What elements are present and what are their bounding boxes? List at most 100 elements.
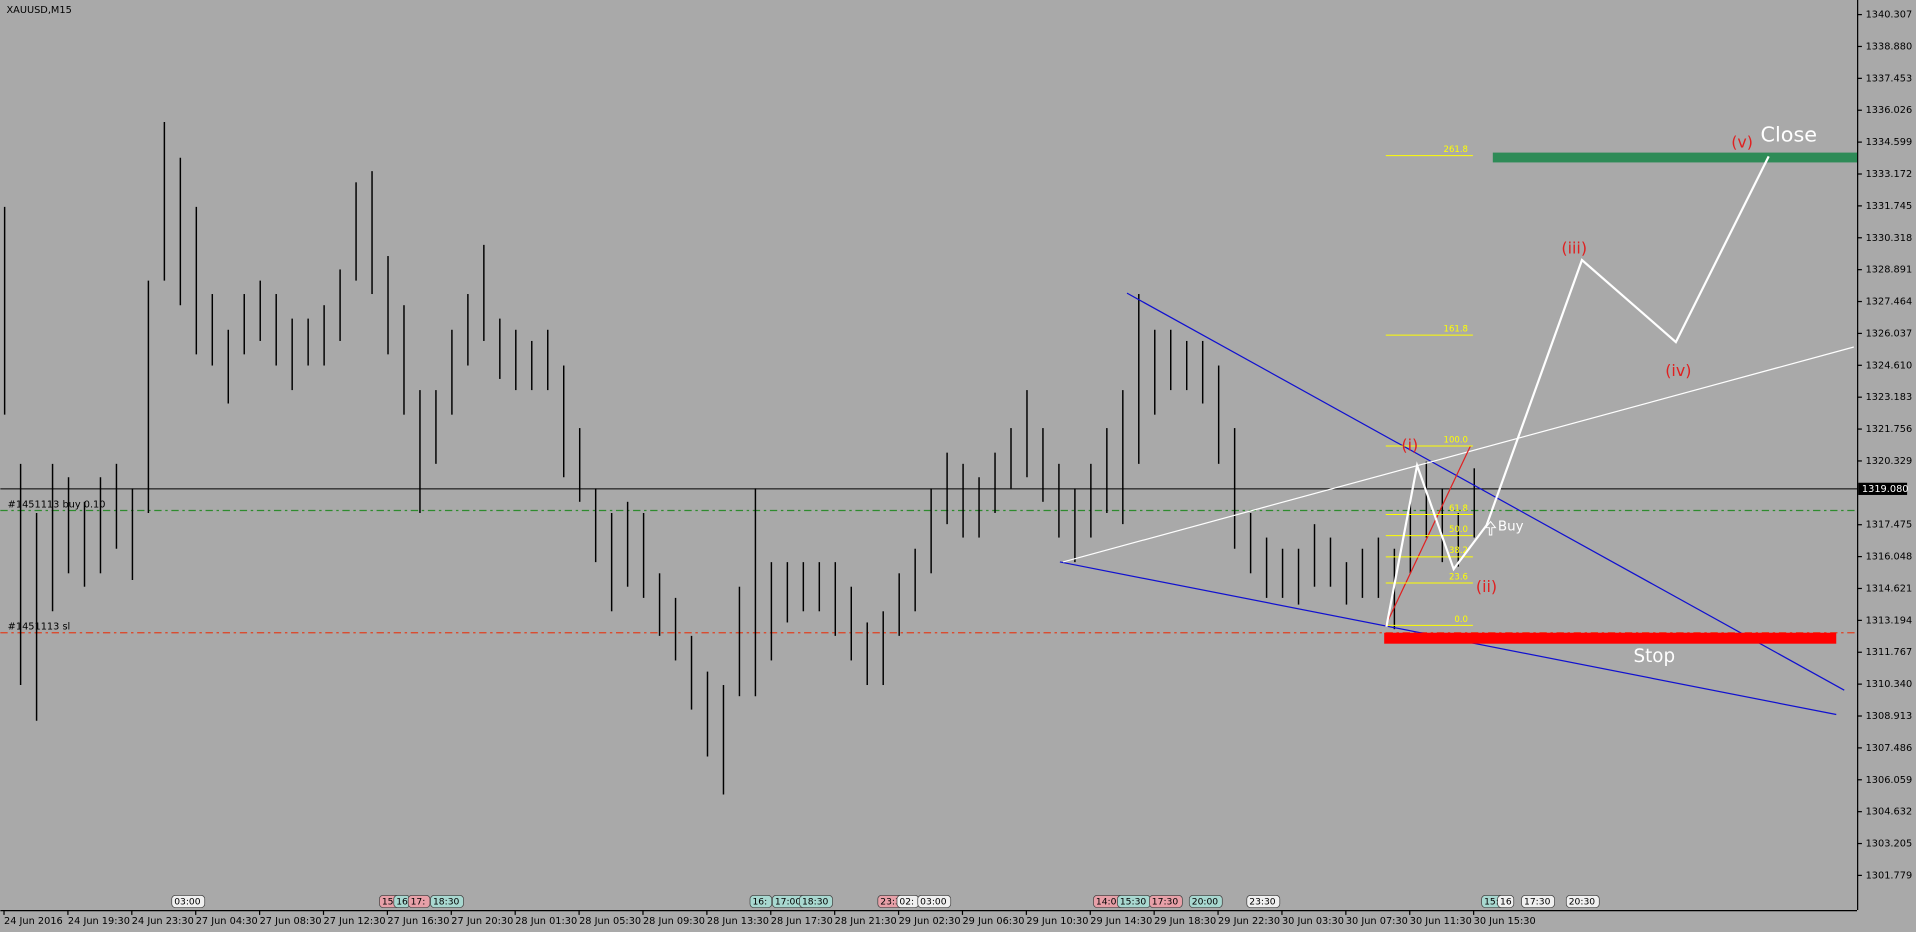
x-tick-label: 29 Jun 10:30 [1026,916,1088,927]
x-tick-label: 27 Jun 16:30 [387,916,449,927]
fibo-label: 0.0 [1454,615,1468,625]
event-box [1149,894,1183,908]
zone [1384,632,1837,644]
x-tick-label: 24 Jun 2016 [4,916,63,927]
chart-title: XAUUSD,M15 [6,5,71,16]
y-tick-label: 1338.880 [1866,41,1913,52]
x-tick-label: 30 Jun 07:30 [1346,916,1408,927]
fibo-label: 50.0 [1449,525,1468,535]
fibo-label: 161.8 [1444,324,1468,334]
x-tick-label: 27 Jun 12:30 [324,916,386,927]
event-box [799,894,833,908]
y-tick-label: 1334.599 [1866,137,1913,148]
event-label: 17:30 [1152,897,1179,908]
y-tick-label: 1340.307 [1866,10,1913,21]
x-tick-label: 28 Jun 17:30 [771,916,833,927]
y-tick-label: 1307.486 [1866,743,1913,754]
event-label: 17:00 [775,897,802,908]
x-tick-label: 27 Jun 20:30 [451,916,513,927]
event-box [171,894,206,908]
wave-label: (iv) [1665,361,1691,380]
order-label: #1451113 buy 0.10 [8,499,106,510]
fibo-label: 23.6 [1449,572,1468,582]
event-box [1521,894,1555,908]
x-tick-label: 27 Jun 04:30 [196,916,258,927]
event-box [407,894,431,908]
y-tick-label: 1323.183 [1866,392,1913,403]
event-box [1497,894,1515,908]
y-tick-label: 1310.340 [1866,679,1913,690]
wave-label: (ii) [1476,577,1497,596]
event-box [1565,894,1600,908]
x-tick-label: 28 Jun 09:30 [643,916,705,927]
event-label: 23:30 [1249,897,1276,908]
stop-label: Stop [1633,646,1675,667]
trendline [1062,346,1854,563]
y-tick-label: 1326.037 [1866,328,1913,339]
event-label: 15:3 [1484,897,1505,908]
y-tick-label: 1320.329 [1866,456,1913,467]
current-price-label: 1319.080 [1862,484,1909,495]
event-label: 16 [396,897,408,908]
current-price-box [1858,482,1908,495]
event-label: 16: [752,897,767,908]
x-tick-label: 29 Jun 02:30 [899,916,961,927]
close-label: Close [1761,122,1818,146]
event-label: 18:30 [433,897,460,908]
event-box [430,894,464,908]
x-tick-label: 30 Jun 15:30 [1474,916,1536,927]
x-tick-label: 28 Jun 21:30 [835,916,897,927]
x-tick-label: 28 Jun 01:30 [515,916,577,927]
event-label: 17: [411,897,426,908]
y-tick-label: 1303.205 [1866,839,1913,850]
y-tick-label: 1330.318 [1866,233,1913,244]
y-tick-label: 1324.610 [1866,360,1913,371]
event-label: 03:00 [174,897,201,908]
x-tick-label: 28 Jun 13:30 [707,916,769,927]
y-tick-label: 1314.621 [1866,583,1913,594]
event-label: 20:30 [1569,897,1596,908]
x-tick-label: 29 Jun 22:30 [1218,916,1280,927]
x-tick-label: 24 Jun 23:30 [132,916,194,927]
fibo-label: 261.8 [1444,145,1468,155]
event-label: 20:00 [1192,897,1219,908]
buy-arrow [1484,520,1497,536]
fibo-label: 61.8 [1449,504,1468,514]
y-tick-label: 1311.767 [1866,647,1913,658]
x-tick-label: 30 Jun 03:30 [1282,916,1344,927]
x-tick-label: 28 Jun 05:30 [579,916,641,927]
y-tick-label: 1333.172 [1866,169,1913,180]
x-tick-label: 24 Jun 19:30 [68,916,130,927]
y-tick-label: 1337.453 [1866,73,1913,84]
event-label: 15:3 [382,897,403,908]
zone [1492,152,1858,163]
y-tick-label: 1336.026 [1866,105,1913,116]
order-label: #1451113 sl [8,622,71,633]
x-tick-label: 29 Jun 06:30 [962,916,1024,927]
y-tick-label: 1313.194 [1866,615,1913,626]
x-tick-label: 27 Jun 08:30 [260,916,322,927]
event-label: 17:30 [1524,897,1551,908]
event-label: 02: [899,897,914,908]
wave-label: (i) [1401,435,1418,454]
y-tick-label: 1308.913 [1866,711,1913,722]
event-label: 14:00 [1096,897,1123,908]
y-tick-label: 1328.891 [1866,265,1913,276]
event-label: 16 [1500,897,1512,908]
x-tick-label: 29 Jun 14:30 [1090,916,1152,927]
y-tick-label: 1316.048 [1866,552,1913,563]
y-tick-label: 1304.632 [1866,807,1913,818]
event-label: 03:00 [920,897,947,908]
wave-label: (iii) [1561,239,1587,258]
y-tick-label: 1301.779 [1866,870,1913,881]
x-tick-label: 29 Jun 18:30 [1154,916,1216,927]
buy-label: Buy [1498,519,1524,534]
y-tick-label: 1331.745 [1866,201,1913,212]
y-tick-label: 1321.756 [1866,424,1913,435]
event-label: 15:30 [1120,897,1147,908]
fibo-label: 100.0 [1444,435,1468,445]
event-box [917,894,952,908]
x-tick-label: 30 Jun 11:30 [1410,916,1472,927]
